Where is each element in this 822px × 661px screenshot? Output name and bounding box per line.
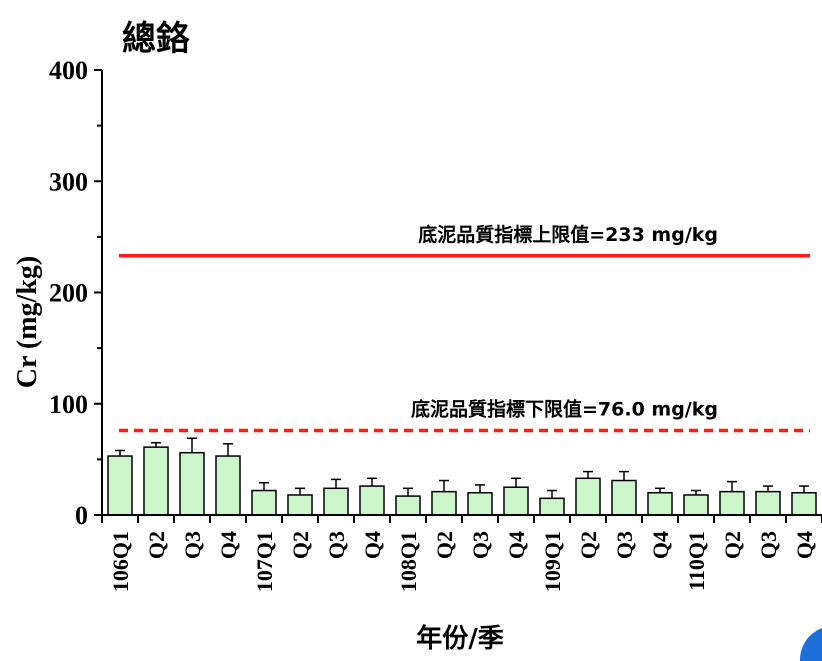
chart-title: 總鉻 bbox=[122, 19, 190, 59]
bar bbox=[467, 492, 493, 516]
x-tick-label: Q3 bbox=[612, 531, 637, 559]
bar bbox=[143, 446, 169, 516]
bar bbox=[539, 497, 565, 516]
corner-decoration bbox=[799, 628, 822, 661]
x-tick-label: Q3 bbox=[756, 531, 781, 559]
x-tick-label: Q2 bbox=[576, 531, 601, 559]
bar bbox=[503, 486, 529, 516]
x-tick-label: 109Q1 bbox=[540, 531, 565, 592]
bar bbox=[647, 492, 673, 516]
bar bbox=[251, 489, 277, 516]
upper-limit-label: 底泥品質指標上限值=233 mg/kg bbox=[418, 223, 718, 246]
y-tick-label: 300 bbox=[49, 167, 88, 196]
x-tick-label: Q4 bbox=[648, 531, 673, 559]
x-tick-label: Q2 bbox=[288, 531, 313, 559]
x-tick-label: Q3 bbox=[468, 531, 493, 559]
bar bbox=[575, 477, 601, 516]
lower-limit-label: 底泥品質指標下限值=76.0 mg/kg bbox=[411, 397, 718, 420]
bar bbox=[323, 487, 349, 516]
x-axis-label: 年份/季 bbox=[416, 623, 504, 654]
x-tick-label: Q4 bbox=[504, 531, 529, 559]
bar bbox=[791, 492, 817, 516]
x-tick-label: 110Q1 bbox=[684, 531, 709, 591]
y-tick-label: 0 bbox=[75, 501, 88, 530]
bar bbox=[179, 451, 205, 516]
bar bbox=[359, 485, 385, 516]
x-tick-label: Q4 bbox=[216, 531, 241, 559]
bars bbox=[107, 437, 817, 516]
x-tick-label: 107Q1 bbox=[252, 531, 277, 592]
x-tick-label: Q3 bbox=[324, 531, 349, 559]
x-tick-label: Q3 bbox=[180, 531, 205, 559]
bar bbox=[395, 495, 421, 516]
y-tick-label: 100 bbox=[49, 390, 88, 419]
x-axis: 106Q1 Q2 Q3 Q4 107Q1 Q2 Q3 Q4 108Q1 Q2 Q3 Q4 109Q1 Q2… bbox=[101, 514, 822, 592]
bar bbox=[215, 455, 241, 516]
bar bbox=[683, 494, 709, 516]
bar bbox=[611, 479, 637, 516]
bar bbox=[287, 494, 313, 516]
x-tick-label: Q2 bbox=[720, 531, 745, 559]
y-tick-label: 400 bbox=[49, 56, 88, 85]
x-tick-label: 108Q1 bbox=[396, 531, 421, 592]
y-tick-label: 200 bbox=[49, 279, 88, 308]
bar bbox=[719, 490, 745, 516]
bar bbox=[755, 490, 781, 516]
x-tick-label: Q4 bbox=[792, 531, 817, 559]
y-axis: 0 100 200 300 400 bbox=[49, 56, 103, 530]
bar bbox=[431, 490, 457, 516]
reference-lines: 底泥品質指標上限值=233 mg/kg 底泥品質指標下限值=76.0 mg/kg bbox=[119, 223, 810, 433]
x-tick-label: 106Q1 bbox=[108, 531, 133, 592]
bar bbox=[107, 455, 133, 516]
x-tick-label: Q2 bbox=[144, 531, 169, 559]
x-tick-label: Q2 bbox=[432, 531, 457, 559]
y-axis-label: Cr (mg/kg) bbox=[12, 256, 43, 388]
x-tick-label: Q4 bbox=[360, 531, 385, 559]
